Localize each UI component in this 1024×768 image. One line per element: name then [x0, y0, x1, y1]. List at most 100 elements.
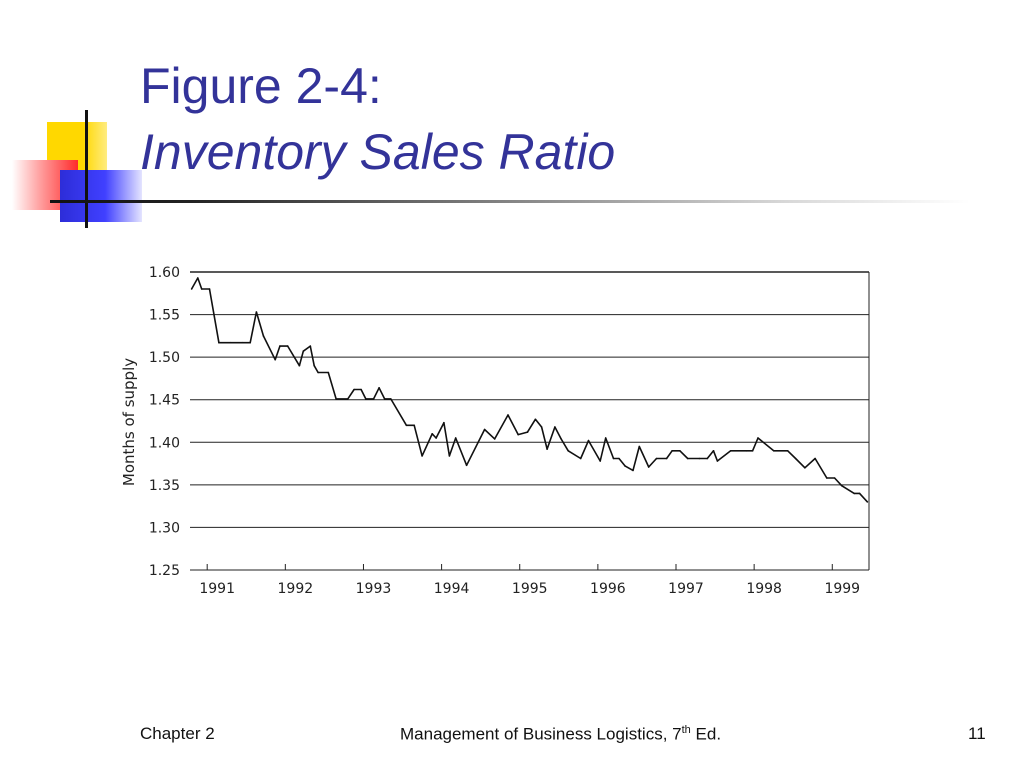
y-tick-label: 1.55 — [149, 308, 180, 324]
x-tick-label: 1994 — [434, 581, 470, 597]
decorative-vertical-line — [85, 110, 88, 228]
data-point — [632, 469, 634, 472]
x-tick-label: 1991 — [199, 581, 235, 597]
data-point — [665, 457, 668, 460]
x-tick-label: 1998 — [746, 581, 782, 597]
data-point — [448, 455, 451, 457]
data-point — [587, 439, 590, 442]
data-point — [686, 457, 689, 460]
title-underline — [50, 200, 970, 203]
x-tick-label: 1995 — [512, 581, 548, 597]
data-point — [534, 418, 537, 421]
y-tick-label: 1.25 — [149, 563, 180, 579]
data-point — [745, 450, 748, 452]
data-point — [208, 288, 211, 290]
data-point — [567, 450, 569, 452]
slide-title-line1: Figure 2-4: — [140, 58, 382, 114]
footer-chapter: Chapter 2 — [140, 724, 215, 743]
data-point — [353, 388, 355, 391]
data-point — [853, 492, 855, 495]
data-point — [804, 467, 806, 469]
data-point — [378, 387, 380, 389]
data-point — [612, 457, 615, 460]
data-point — [200, 288, 203, 290]
data-point — [190, 288, 193, 290]
data-point — [794, 457, 797, 460]
footer-book-title: Management of Business Logistics, 7th Ed… — [400, 724, 721, 745]
data-point — [405, 424, 408, 427]
data-point — [647, 466, 650, 468]
data-point — [554, 426, 556, 428]
y-tick-label: 1.40 — [149, 435, 180, 451]
data-point — [279, 345, 281, 347]
data-point — [826, 477, 828, 479]
slide-title-line2: Inventory Sales Ratio — [140, 124, 616, 180]
data-point — [833, 477, 836, 479]
data-point — [335, 398, 337, 400]
data-point — [655, 457, 658, 460]
data-point — [716, 460, 719, 462]
data-point — [298, 364, 301, 367]
data-point — [858, 492, 861, 495]
data-point — [698, 457, 701, 460]
data-point — [421, 455, 423, 457]
data-point — [604, 437, 607, 439]
data-point — [814, 457, 816, 460]
data-point — [390, 398, 392, 400]
data-point — [454, 437, 457, 439]
data-point — [286, 345, 289, 347]
y-tick-label: 1.50 — [149, 350, 180, 366]
data-point — [483, 428, 486, 431]
data-point — [757, 437, 759, 439]
data-point — [751, 450, 754, 452]
data-point — [706, 457, 709, 460]
data-point — [435, 437, 437, 439]
data-point — [679, 450, 681, 452]
data-point — [772, 450, 775, 452]
data-point — [229, 341, 232, 344]
data-point — [249, 341, 251, 344]
footer-book-title-end: Ed. — [690, 724, 722, 744]
x-tick-label: 1993 — [356, 581, 392, 597]
inventory-sales-ratio-chart: 1.60 1.55 1.50 1.45 1.40 1.35 1.30 1.25 1991 1992… — [120, 265, 870, 597]
data-point — [309, 345, 312, 347]
data-point — [493, 438, 496, 440]
data-point — [274, 358, 276, 361]
data-point — [546, 448, 548, 450]
data-point — [317, 371, 319, 374]
data-point — [579, 457, 582, 460]
x-tick-label: 1997 — [668, 581, 704, 597]
data-point — [197, 277, 199, 279]
data-point — [786, 450, 789, 452]
data-point — [729, 450, 732, 452]
data-point — [413, 424, 416, 427]
x-tick-label: 1992 — [278, 581, 314, 597]
series-line-months-of-supply — [190, 277, 868, 503]
data-point — [540, 426, 543, 428]
decorative-blue-square — [60, 170, 142, 222]
x-tick-label: 1999 — [824, 581, 860, 597]
data-point — [624, 465, 626, 467]
data-point — [372, 398, 375, 400]
data-point — [638, 445, 641, 448]
footer-book-title-main: Management of Business Logistics, 7 — [400, 724, 682, 744]
x-tick-label: 1996 — [590, 581, 626, 597]
data-point — [465, 464, 468, 467]
footer-page-number: 11 — [968, 724, 986, 743]
y-tick-label: 1.30 — [149, 520, 180, 536]
data-point — [313, 364, 315, 367]
data-point — [327, 371, 330, 374]
data-point — [383, 398, 386, 400]
y-tick-label: 1.60 — [149, 265, 180, 281]
data-point — [347, 398, 349, 400]
data-point — [255, 311, 258, 313]
data-point — [262, 335, 265, 337]
y-tick-label: 1.45 — [149, 393, 180, 409]
data-point — [507, 414, 509, 416]
data-point — [302, 350, 305, 352]
data-point — [241, 341, 244, 344]
data-point — [618, 457, 620, 460]
data-point — [866, 501, 869, 503]
data-point — [526, 431, 529, 433]
data-point — [712, 450, 715, 452]
